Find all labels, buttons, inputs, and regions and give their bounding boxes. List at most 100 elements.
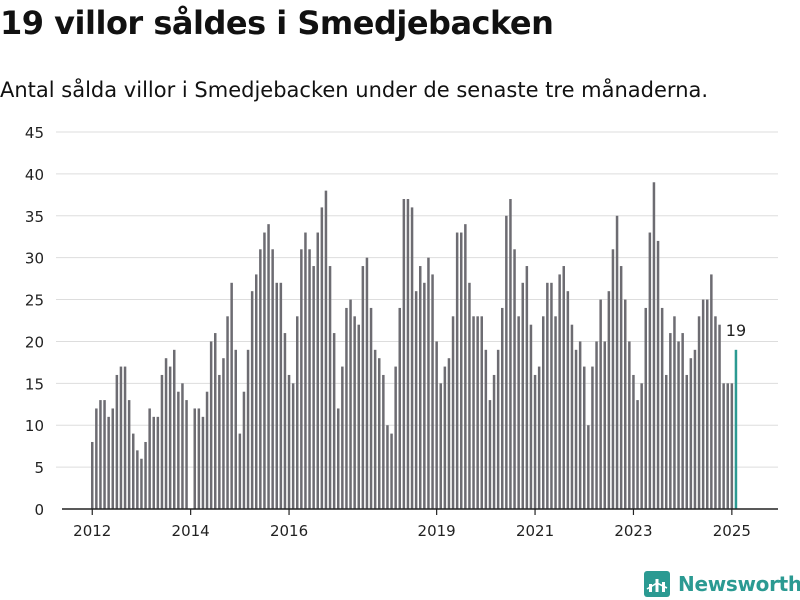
bar: [632, 374, 635, 509]
bar: [148, 408, 151, 509]
bar: [308, 249, 311, 510]
bar: [615, 215, 619, 509]
bar: [706, 299, 709, 509]
bar: [300, 249, 303, 510]
bar: [230, 282, 233, 509]
bar: [378, 358, 381, 509]
bar: [607, 291, 611, 509]
bar: [525, 266, 529, 509]
bar: [177, 391, 180, 509]
bar: [722, 383, 725, 509]
bar: [570, 324, 574, 509]
y-tick-label: 5: [34, 459, 44, 477]
bar: [693, 349, 697, 509]
bar: [275, 282, 278, 509]
y-tick-label: 40: [25, 166, 44, 184]
bar: [259, 249, 262, 510]
bar: [697, 316, 701, 509]
x-tick-label: 2014: [172, 522, 210, 540]
y-tick-label: 35: [25, 208, 44, 226]
bar: [472, 316, 475, 509]
bar: [414, 291, 418, 509]
y-tick-label: 25: [25, 292, 44, 310]
x-tick-label: 2019: [418, 522, 456, 540]
bar: [669, 333, 672, 509]
bar: [402, 199, 406, 509]
newsworthy-brand-label: Newsworthy: [678, 572, 800, 596]
bar: [599, 299, 602, 509]
bar: [312, 266, 315, 509]
bar: [222, 358, 225, 509]
bar: [103, 400, 106, 509]
chart-title: 19 villor såldes i Smedjebacken: [0, 4, 554, 42]
bar: [127, 400, 131, 509]
bar: [226, 316, 229, 509]
bar: [587, 425, 590, 509]
bar: [316, 232, 319, 510]
bar: [91, 441, 94, 509]
bar: [591, 366, 594, 509]
bar: [218, 374, 221, 509]
newsworthy-logo-icon: [644, 571, 670, 597]
bar: [488, 400, 492, 509]
bar: [140, 458, 143, 509]
bar: [238, 433, 242, 509]
bar: [283, 333, 287, 509]
bar: [689, 358, 693, 509]
bar: [681, 333, 684, 509]
bar: [455, 232, 459, 510]
bar: [427, 257, 430, 509]
bar: [509, 199, 512, 509]
bar: [144, 441, 147, 509]
highlight-data-label: 19: [726, 321, 746, 340]
bar: [513, 249, 516, 510]
bar: [718, 324, 721, 509]
bar: [209, 341, 213, 509]
x-tick-label: 2023: [614, 522, 652, 540]
bar: [435, 341, 438, 509]
bar: [115, 374, 119, 509]
y-tick-label: 45: [25, 124, 44, 142]
bar: [304, 232, 307, 510]
bar: [619, 266, 623, 509]
bar: [451, 316, 455, 509]
bar: [447, 358, 451, 509]
bar: [529, 324, 533, 509]
bar: [287, 374, 291, 509]
bar: [423, 282, 426, 509]
y-tick-label: 30: [25, 250, 44, 268]
bar: [656, 240, 660, 509]
x-tick-label: 2012: [73, 522, 111, 540]
bar: [476, 316, 479, 509]
bar: [492, 374, 496, 509]
x-tick-label: 2025: [713, 522, 751, 540]
bar: [324, 190, 328, 509]
bar: [95, 408, 98, 509]
bar: [726, 383, 729, 509]
bar: [345, 307, 348, 509]
bar: [246, 349, 250, 509]
bar: [550, 282, 553, 509]
bar: [566, 291, 570, 509]
y-tick-label: 10: [25, 417, 44, 435]
bar: [714, 316, 717, 509]
bar: [652, 182, 656, 509]
bar: [665, 374, 668, 509]
bar: [562, 266, 565, 509]
bar: [119, 366, 123, 509]
bar: [156, 416, 160, 509]
bar: [386, 425, 389, 509]
bar: [267, 224, 270, 509]
bar: [361, 266, 365, 509]
bar: [279, 282, 283, 509]
newsworthy-logo: Newsworthy: [644, 568, 800, 600]
bar: [234, 349, 237, 509]
bar: [603, 341, 606, 509]
bar: [611, 249, 615, 510]
bar: [390, 433, 393, 509]
bar: [136, 450, 139, 509]
bar: [517, 316, 520, 509]
bar: [373, 349, 377, 509]
bar: [578, 341, 582, 509]
